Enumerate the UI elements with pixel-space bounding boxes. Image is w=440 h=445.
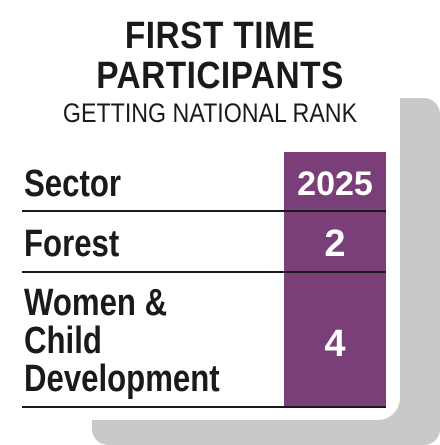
title-line-1: FIRST TIME bbox=[124, 15, 316, 57]
sector-name-women-child-line1: Women & bbox=[24, 282, 168, 324]
column-header-year: 2025 bbox=[297, 165, 373, 203]
column-header-sector: Sector bbox=[24, 163, 121, 205]
sector-name-forest: Forest bbox=[24, 223, 120, 265]
value-forest: 2 bbox=[324, 223, 346, 265]
row-divider bbox=[22, 210, 386, 212]
year-column-highlight bbox=[284, 152, 386, 408]
sector-name-women-child-line2: Child bbox=[24, 320, 102, 362]
subtitle: GETTING NATIONAL RANK bbox=[62, 98, 358, 128]
sector-name-women-child-line3: Development bbox=[24, 358, 220, 400]
title-line-2: PARTICIPANTS bbox=[96, 55, 344, 97]
infographic-card: FIRST TIME PARTICIPANTS GETTING NATIONAL… bbox=[22, 16, 386, 408]
row-divider bbox=[22, 271, 386, 273]
table-bottom-border bbox=[22, 406, 386, 408]
value-women-child: 4 bbox=[324, 323, 346, 365]
